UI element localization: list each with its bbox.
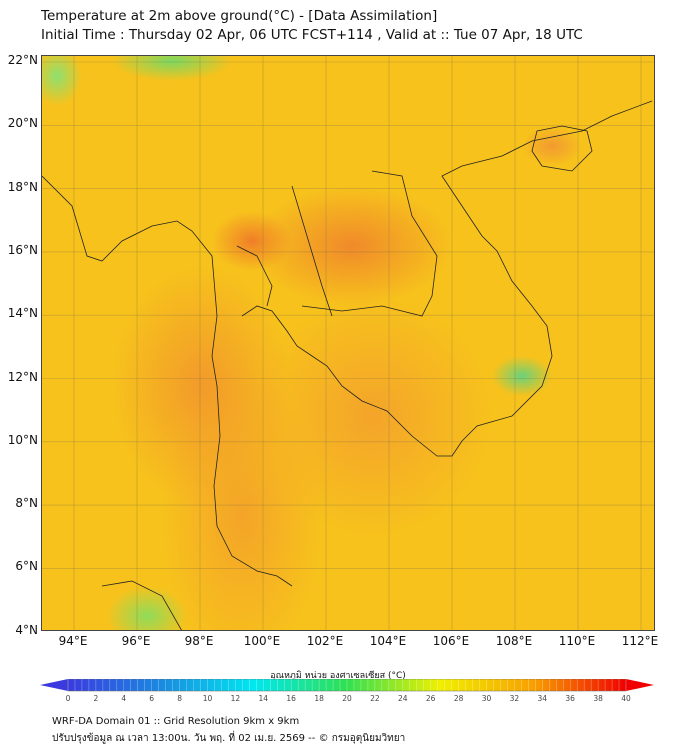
colorbar-tick-label: 38 (593, 694, 603, 703)
colorbar-tick-label: 36 (565, 694, 575, 703)
colorbar-tick-label: 26 (425, 694, 436, 703)
lat-label: 22°N (7, 53, 38, 67)
lat-label: 18°N (7, 179, 38, 194)
lat-label: 12°N (7, 369, 38, 384)
lon-label: 110°E (558, 634, 596, 648)
colorbar-title: อุณหภูมิ หน่วย องศาเซลเซียส (°C) (270, 671, 406, 681)
footer-model-info: WRF-DA Domain 01 :: Grid Resolution 9km … (52, 716, 300, 727)
colorbar-max-arrow (626, 679, 654, 691)
colorbar (40, 679, 654, 692)
colorbar-tick-label: 16 (286, 694, 296, 703)
lat-label: 4°N (15, 622, 38, 637)
colorbar-tick-label: 4 (121, 694, 127, 703)
colorbar-tick-label: 0 (65, 694, 71, 703)
lon-label: 104°E (369, 634, 407, 648)
lat-label: 10°N (7, 432, 38, 447)
lon-label: 98°E (184, 634, 214, 648)
colorbar-tick-label: 30 (481, 694, 492, 703)
colorbar-tick-label: 28 (453, 694, 464, 703)
lat-label: 8°N (15, 496, 38, 511)
colorbar-tick-label: 34 (537, 694, 548, 703)
lon-label: 112°E (621, 634, 659, 648)
chart-subtitle: Initial Time : Thursday 02 Apr, 06 UTC F… (41, 27, 583, 43)
map-overlay (42, 56, 654, 630)
colorbar-tick-label: 24 (398, 694, 408, 703)
lon-label: 102°E (306, 634, 344, 648)
lon-label: 106°E (432, 634, 470, 648)
lon-label: 96°E (121, 634, 151, 648)
colorbar-tick-label: 10 (202, 694, 213, 703)
lon-label: 100°E (243, 634, 281, 648)
lat-label: 20°N (7, 116, 38, 131)
colorbar-min-arrow (40, 679, 68, 691)
lat-label: 6°N (15, 559, 38, 574)
colorbar-tick-label: 8 (177, 694, 182, 703)
lon-label: 94°E (58, 634, 88, 648)
colorbar-tick-label: 14 (258, 694, 269, 703)
chart-title: Temperature at 2m above ground(°C) - [Da… (41, 8, 438, 24)
lat-label: 16°N (7, 242, 38, 257)
lat-label: 14°N (7, 306, 38, 321)
colorbar-tick-label: 32 (509, 694, 520, 703)
coastlines (42, 100, 653, 630)
colorbar-tick-label: 40 (621, 694, 631, 703)
colorbar-tick-label: 18 (314, 694, 324, 703)
colorbar-tick-label: 12 (230, 694, 241, 703)
lon-label: 108°E (495, 634, 533, 648)
temperature-map (41, 55, 655, 631)
footer-update-info: ปรับปรุงข้อมูล ณ เวลา 13:00น. วัน พฤ. ที… (52, 733, 406, 744)
colorbar-tick-label: 6 (149, 694, 155, 703)
colorbar-tick-label: 22 (370, 694, 380, 703)
colorbar-tick-label: 2 (93, 694, 99, 703)
colorbar-tick-label: 20 (342, 694, 352, 703)
